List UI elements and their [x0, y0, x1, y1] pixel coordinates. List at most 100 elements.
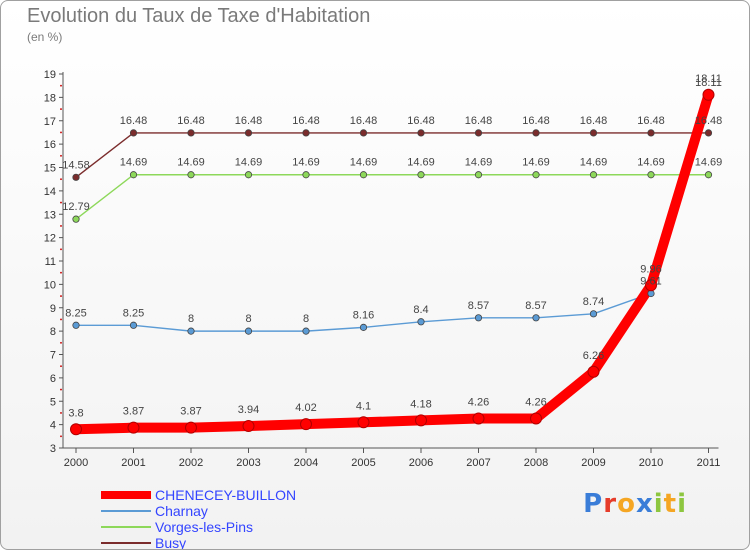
legend-label: Vorges-les-Pins	[155, 519, 254, 535]
x-tick-label: 2001	[121, 457, 145, 469]
data-label-vorges-les-pins: 14.69	[350, 157, 378, 169]
data-label-chenecey-buillon: 4.18	[410, 398, 431, 410]
data-label-vorges-les-pins: 12.79	[62, 201, 90, 213]
data-label-vorges-les-pins: 14.69	[235, 157, 263, 169]
y-minor-dot	[60, 178, 62, 181]
data-point-charnay	[129, 321, 138, 329]
y-tick-label: 5	[50, 396, 56, 408]
data-label-busy: 16.48	[120, 115, 148, 127]
data-point-charnay	[244, 327, 253, 335]
data-point-charnay	[359, 323, 368, 331]
data-point-busy	[359, 129, 368, 137]
legend-label: CHENECEY-BUILLON	[155, 487, 297, 503]
data-point-busy	[704, 129, 713, 137]
y-minor-dot	[60, 154, 62, 157]
data-point-busy	[244, 129, 253, 137]
data-point-chenecey-buillon	[587, 365, 600, 378]
logo-letter: r	[603, 489, 618, 519]
y-tick-label: 12	[44, 233, 56, 245]
data-label-vorges-les-pins: 14.69	[580, 157, 608, 169]
x-tick-label: 2008	[524, 457, 548, 469]
data-point-vorges-les-pins	[647, 171, 655, 179]
chart-unit-label: (en %)	[27, 30, 63, 44]
data-point-charnay	[589, 310, 598, 318]
data-label-charnay: 8.4	[413, 304, 428, 316]
y-minor-dot	[60, 412, 62, 414]
data-label-chenecey-buillon: 4.02	[295, 402, 316, 414]
legend-label: Charnay	[155, 503, 208, 519]
data-point-chenecey-buillon	[127, 421, 140, 434]
logo-letter: i	[677, 489, 687, 519]
data-label-chenecey-buillon: 4.26	[468, 397, 489, 409]
y-minor-dot	[60, 435, 62, 438]
y-minor-dot	[60, 131, 62, 134]
data-label-busy: 16.48	[522, 115, 550, 127]
data-point-vorges-les-pins	[532, 171, 540, 179]
x-tick-label: 2006	[409, 457, 433, 469]
data-point-busy	[532, 129, 540, 137]
y-tick-label: 11	[45, 256, 56, 268]
data-label-busy: 16.48	[235, 115, 263, 127]
data-point-vorges-les-pins	[589, 171, 598, 179]
y-tick-label: 8	[50, 326, 56, 338]
y-tick-label: 13	[44, 209, 56, 221]
logo-letter: i	[653, 489, 664, 519]
y-tick-label: 17	[44, 116, 56, 128]
data-label-charnay: 8.25	[65, 307, 86, 319]
x-tick-label: 2002	[179, 457, 203, 469]
data-point-busy	[72, 173, 80, 181]
data-label-chenecey-buillon: 3.87	[180, 406, 201, 418]
data-point-busy	[129, 129, 138, 137]
data-label-charnay: 18.11	[695, 77, 722, 89]
data-label-charnay: 9.61	[640, 275, 661, 287]
data-label-vorges-les-pins: 14.69	[177, 157, 205, 169]
data-label-charnay: 8	[188, 313, 194, 325]
series-line-busy	[75, 132, 710, 179]
y-minor-dot	[60, 388, 62, 391]
legend-swatch	[101, 526, 151, 528]
y-minor-dot	[60, 341, 62, 344]
x-tick-label: 2007	[466, 457, 490, 469]
y-tick-label: 6	[50, 373, 56, 385]
data-point-vorges-les-pins	[359, 171, 368, 179]
data-point-vorges-les-pins	[302, 171, 310, 179]
y-minor-dot	[60, 248, 62, 251]
data-point-busy	[589, 129, 598, 137]
y-tick-label: 7	[50, 350, 56, 362]
y-minor-dot	[60, 201, 62, 204]
data-point-chenecey-buillon	[472, 412, 485, 425]
data-point-charnay	[302, 327, 310, 335]
data-point-chenecey-buillon	[185, 421, 197, 434]
data-point-busy	[647, 129, 655, 137]
data-point-chenecey-buillon	[357, 416, 370, 429]
y-tick-label: 10	[44, 279, 56, 291]
legend-item-busy: Busy	[101, 535, 341, 549]
legend-item-chenecey-buillon: CHENECEY-BUILLON	[101, 487, 341, 503]
y-tick-label: 15	[44, 163, 56, 175]
y-tick-label: 16	[44, 139, 56, 151]
legend-swatch	[101, 491, 151, 499]
y-tick-label: 19	[44, 69, 56, 81]
data-label-busy: 14.58	[62, 159, 90, 171]
data-point-charnay	[532, 314, 540, 322]
chart-title: Evolution du Taux de Taxe d'Habitation	[27, 5, 371, 27]
y-minor-dot	[60, 318, 62, 321]
logo-letter: t	[663, 489, 678, 519]
x-tick-label: 2009	[581, 457, 605, 469]
data-label-busy: 16.48	[292, 115, 320, 127]
data-point-busy	[474, 129, 483, 137]
data-point-busy	[417, 129, 425, 137]
data-point-chenecey-buillon	[702, 88, 715, 101]
data-point-busy	[187, 129, 195, 137]
data-point-chenecey-buillon	[242, 420, 255, 433]
data-point-chenecey-buillon	[645, 279, 657, 292]
x-tick-label: 2004	[294, 457, 318, 469]
data-label-chenecey-buillon: 4.26	[525, 397, 546, 409]
chart-legend: CHENECEY-BUILLON Charnay Vorges-les-Pins Bu…	[101, 487, 341, 549]
series-line-vorges-les-pins	[75, 174, 710, 220]
data-point-vorges-les-pins	[129, 171, 138, 179]
data-label-chenecey-buillon: 9.96	[640, 263, 661, 275]
data-label-busy: 16.48	[695, 115, 723, 127]
y-minor-dot	[60, 225, 62, 227]
data-point-vorges-les-pins	[474, 171, 483, 179]
